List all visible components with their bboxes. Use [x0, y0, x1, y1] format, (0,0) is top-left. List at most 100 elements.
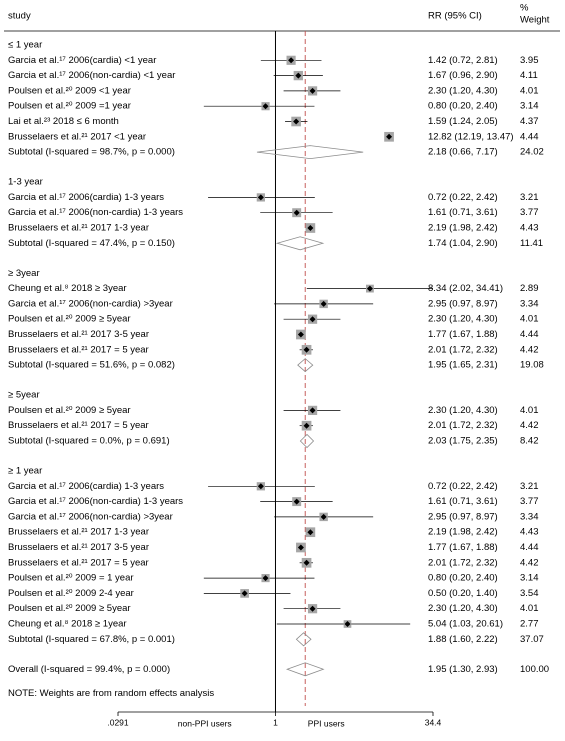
point-estimate [293, 209, 300, 216]
study-ci: 1.59 (1.24, 2.05) [428, 116, 498, 127]
study-ci: 2.19 (1.98, 2.42) [428, 223, 498, 234]
study-ci: 1.77 (1.67, 1.88) [428, 329, 498, 340]
x-tick-label: 34.4 [425, 717, 442, 727]
study-ci: 2.30 (1.20, 4.30) [428, 603, 498, 614]
study-weight: 3.14 [520, 573, 539, 584]
study-name: Brusselaers et al.²¹ 2017 <1 year [8, 131, 146, 142]
subtotal-ci: 1.74 (1.04, 2.90) [428, 238, 498, 249]
subtotal-weight: 24.02 [520, 147, 544, 158]
study-ci: 1.77 (1.67, 1.88) [428, 542, 498, 553]
point-estimate [309, 87, 316, 94]
point-estimate [257, 194, 264, 201]
study-ci: 1.67 (0.96, 2.90) [428, 70, 498, 81]
study-ci: 1.61 (0.71, 3.61) [428, 496, 498, 507]
point-estimate [297, 544, 304, 551]
point-estimate [320, 300, 327, 307]
subtotal-weight: 11.41 [520, 238, 543, 249]
study-name: Brusselaers et al.²¹ 2017 3-5 year [8, 542, 149, 553]
x-label-right: PPI users [308, 718, 345, 728]
study-ci: 5.04 (1.03, 20.61) [428, 619, 503, 630]
subtotal-ci: 1.95 (1.65, 2.31) [428, 360, 498, 371]
study-weight: 4.43 [520, 527, 539, 538]
point-estimate [309, 605, 316, 612]
note: NOTE: Weights are from random effects an… [8, 688, 214, 699]
subtotal-label: Subtotal (I-squared = 51.6%, p = 0.082) [8, 360, 175, 371]
subtotal-ci: 2.18 (0.66, 7.17) [428, 147, 498, 158]
study-name: Poulsen et al.²⁰ 2009 ≥ 5year [8, 314, 131, 325]
point-estimate [295, 72, 302, 79]
study-ci: 8.34 (2.02, 34.41) [428, 283, 503, 294]
point-estimate [307, 529, 314, 536]
subtotal-diamond [275, 236, 325, 251]
study-name: Cheung et al.⁸ 2018 ≥ 1year [8, 619, 127, 630]
study-weight: 4.43 [520, 223, 539, 234]
study-weight: 4.44 [520, 329, 539, 340]
study-ci: 2.95 (0.97, 8.97) [428, 298, 498, 309]
subtotal-label: Subtotal (I-squared = 47.4%, p = 0.150) [8, 238, 175, 249]
study-ci: 2.30 (1.20, 4.30) [428, 314, 498, 325]
x-tick-label: 1 [273, 717, 278, 727]
study-name: Brusselaers et al.²¹ 2017 1-3 year [8, 223, 149, 234]
study-weight: 3.77 [520, 496, 539, 507]
study-name: Poulsen et al.²⁰ 2009 <1 year [8, 85, 131, 96]
point-estimate [297, 331, 304, 338]
study-ci: 0.72 (0.22, 2.42) [428, 481, 498, 492]
header-weight: Weight [520, 15, 550, 26]
point-estimate [386, 133, 393, 140]
study-weight: 4.44 [520, 542, 539, 553]
study-name: Brusselaers et al.²¹ 2017 3-5 year [8, 329, 149, 340]
study-weight: 4.01 [520, 85, 539, 96]
study-name: Garcia et al.¹⁷ 2006(cardia) 1-3 years [8, 192, 164, 203]
point-estimate [320, 513, 327, 520]
study-weight: 4.11 [520, 70, 538, 81]
overall-diamond [285, 662, 325, 677]
study-name: Garcia et al.¹⁷ 2006(non-cardia) >3year [8, 298, 173, 309]
group-title: ≤ 1 year [8, 40, 42, 51]
study-weight: 4.42 [520, 557, 539, 568]
study-name: Garcia et al.¹⁷ 2006(non-cardia) <1 year [8, 70, 175, 81]
study-name: Garcia et al.¹⁷ 2006(non-cardia) >3year [8, 511, 173, 522]
x-label-left: non-PPI users [178, 718, 232, 728]
study-name: Garcia et al.¹⁷ 2006(cardia) 1-3 years [8, 481, 164, 492]
study-name: Brusselaers et al.²¹ 2017 = 5 year [8, 344, 149, 355]
study-name: Poulsen et al.²⁰ 2009 ≥ 5year [8, 603, 131, 614]
point-estimate [241, 590, 248, 597]
study-name: Garcia et al.¹⁷ 2006(non-cardia) 1-3 yea… [8, 496, 183, 507]
point-estimate [307, 225, 314, 231]
subtotal-weight: 8.42 [520, 436, 539, 447]
study-name: Brusselaers et al.²¹ 2017 = 5 year [8, 420, 149, 431]
study-weight: 3.34 [520, 511, 539, 522]
study-weight: 3.95 [520, 55, 539, 66]
study-weight: 3.34 [520, 298, 539, 309]
header-study: study [8, 11, 31, 22]
subtotal-diamond [297, 358, 314, 373]
study-ci: 2.01 (1.72, 2.32) [428, 557, 498, 568]
study-ci: 1.42 (0.72, 2.81) [428, 55, 498, 66]
study-weight: 4.42 [520, 344, 539, 355]
subtotal-ci: 1.88 (1.60, 2.22) [428, 634, 498, 645]
study-ci: 0.80 (0.20, 2.40) [428, 573, 498, 584]
overall-weight: 100.00 [520, 664, 549, 675]
overall-label: Overall (I-squared = 99.4%, p = 0.000) [8, 664, 170, 675]
study-name: Garcia et al.¹⁷ 2006(non-cardia) 1-3 yea… [8, 207, 183, 218]
point-estimate [344, 621, 351, 627]
point-estimate [262, 103, 269, 110]
header-ci: RR (95% CI) [428, 11, 482, 22]
study-weight: 4.37 [520, 116, 539, 127]
overall-ci: 1.95 (1.30, 2.93) [428, 664, 498, 675]
subtotal-weight: 19.08 [520, 360, 544, 371]
point-estimate [366, 285, 373, 292]
study-ci: 2.19 (1.98, 2.42) [428, 527, 498, 538]
subtotal-label: Subtotal (I-squared = 67.8%, p = 0.001) [8, 634, 175, 645]
header-weight-pct: % [520, 3, 529, 14]
point-estimate [303, 422, 310, 429]
study-name: Poulsen et al.²⁰ 2009 ≥ 5year [8, 405, 131, 416]
group-title: ≥ 5year [8, 390, 40, 401]
point-estimate [309, 407, 316, 414]
subtotal-diamond [299, 433, 315, 449]
point-estimate [293, 118, 300, 125]
point-estimate [309, 316, 316, 323]
study-weight: 3.77 [520, 207, 539, 218]
point-estimate [257, 483, 264, 490]
study-weight: 2.89 [520, 283, 539, 294]
